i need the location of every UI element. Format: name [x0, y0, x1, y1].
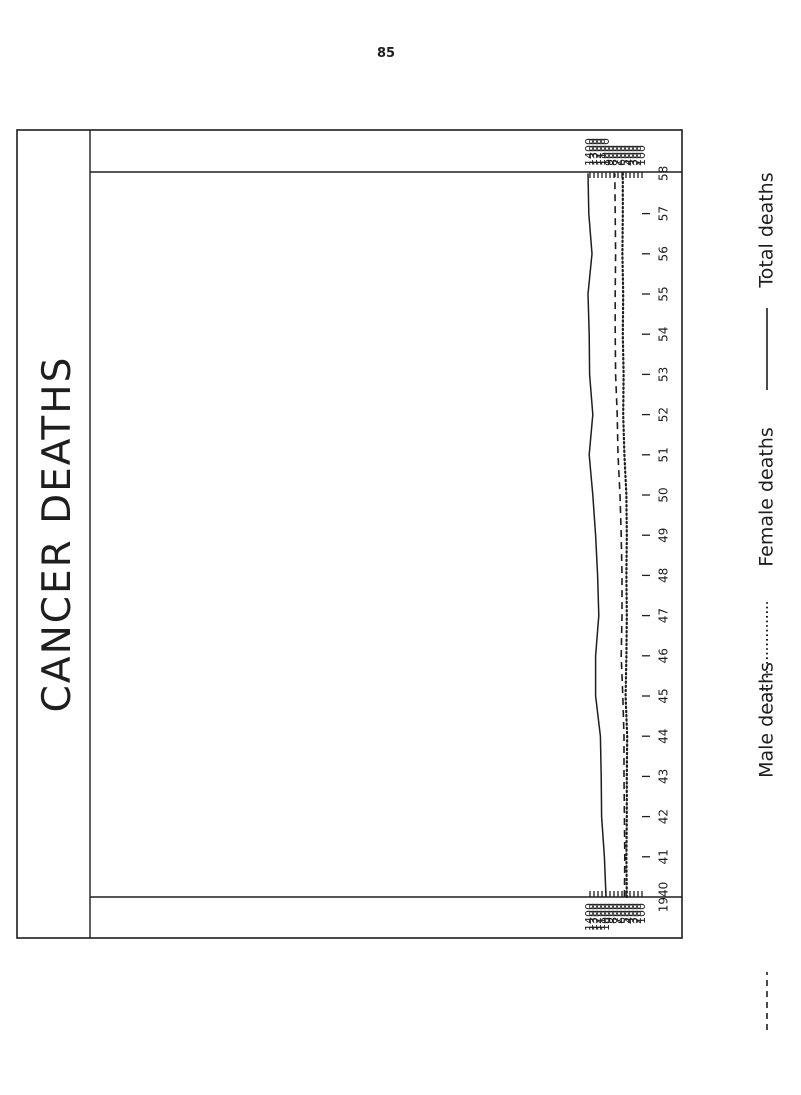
bottom-tick-label: 600 — [615, 903, 628, 924]
year-tick-label: 51 — [657, 447, 671, 462]
bottom-tick-label: 400 — [623, 903, 636, 924]
year-tick-label: 58 — [657, 166, 671, 181]
chart-frame — [16, 129, 683, 939]
bottom-tick-label: 1200 — [591, 903, 604, 931]
top-tick-label: 600 — [615, 145, 628, 166]
year-axis-ticks: 1940 41 42 43 44 45 46 47 48 49 50 51 52 53 54 55 56 57 58 — [642, 166, 671, 913]
year-tick-label: 46 — [657, 648, 671, 663]
year-tick-label: 55 — [657, 286, 671, 301]
year-tick-label: 52 — [657, 407, 671, 422]
bottom-tick-label: 500 — [619, 903, 632, 924]
bottom-tick-label: 100 — [635, 903, 648, 924]
series-line-male-deaths — [614, 173, 626, 898]
top-tick-label: 1300 — [587, 138, 600, 166]
year-tick-label: 45 — [657, 688, 671, 703]
bottom-tick-label: 1000 — [599, 903, 612, 931]
year-tick-label: 48 — [657, 568, 671, 583]
top-tick-label: 1400 — [583, 138, 596, 166]
series-line-total-deaths — [587, 173, 607, 898]
year-tick-label: 42 — [657, 809, 671, 824]
legend-female-label: Female deaths — [756, 427, 778, 567]
year-tick-label: 57 — [657, 206, 671, 221]
top-tick-label: 100 — [635, 145, 648, 166]
bottom-tick-label: 900 — [603, 903, 616, 924]
top-tick-label: 700 — [611, 145, 624, 166]
bottom-tick-label: 1300 — [587, 903, 600, 931]
top-tick-label: 500 — [619, 145, 632, 166]
top-tick-label: 200 — [631, 145, 644, 166]
series-line-female-deaths — [621, 172, 629, 899]
top-tick-label: 800 — [607, 145, 620, 166]
year-tick-label: 54 — [657, 327, 671, 342]
top-tick-label: 400 — [623, 145, 636, 166]
bottom-tick-label: 800 — [607, 903, 620, 924]
top-axis-ticks: 1002003004005006007008009001000110012001… — [583, 138, 648, 178]
chart-title: CANCER DEATHS — [35, 356, 80, 713]
bottom-axis-ticks: 1002003004005006007008009001000110012001… — [583, 891, 648, 931]
year-tick-label: 1940 — [657, 882, 671, 913]
legend-total-label: Total deaths — [756, 172, 778, 288]
top-tick-label: 1100 — [595, 138, 608, 166]
bottom-tick-label: 1100 — [595, 903, 608, 931]
bottom-tick-label: 700 — [611, 903, 624, 924]
bottom-tick-label: 1400 — [583, 903, 596, 931]
year-tick-label: 56 — [657, 246, 671, 261]
page-number: 85 — [376, 46, 396, 61]
year-tick-label: 41 — [657, 849, 671, 864]
year-tick-label: 49 — [657, 528, 671, 543]
legend: Male deaths Female deaths Total deaths — [756, 172, 778, 1030]
bottom-tick-label: 300 — [627, 903, 640, 924]
year-tick-label: 50 — [657, 487, 671, 502]
year-tick-label: 47 — [657, 608, 671, 623]
year-tick-label: 43 — [657, 769, 671, 784]
series-layer — [587, 172, 629, 899]
top-tick-label: 1200 — [591, 138, 604, 166]
top-tick-label: 1000 — [599, 138, 612, 166]
top-tick-label: 900 — [603, 145, 616, 166]
year-tick-label: 44 — [657, 729, 671, 744]
legend-male-label: Male deaths — [756, 662, 778, 778]
year-tick-label: 53 — [657, 367, 671, 382]
bottom-tick-label: 200 — [631, 903, 644, 924]
top-tick-label: 300 — [627, 145, 640, 166]
